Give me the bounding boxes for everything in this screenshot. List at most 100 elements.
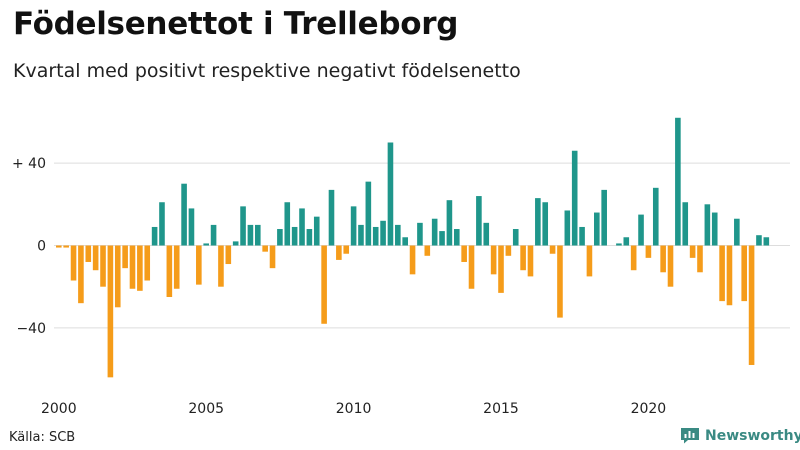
bar: [505, 245, 512, 256]
bar: [232, 241, 239, 246]
bar: [697, 245, 703, 273]
bar: [741, 245, 748, 302]
bar: [291, 226, 298, 246]
bar: [734, 218, 740, 246]
bar: [299, 208, 305, 246]
bar: [542, 202, 549, 246]
bar: [682, 202, 689, 246]
bar: [726, 245, 733, 306]
bar: [689, 245, 696, 258]
bar: [321, 245, 327, 324]
bar: [350, 206, 357, 246]
bar: [704, 204, 711, 246]
bar: [557, 245, 563, 318]
bar: [380, 220, 386, 246]
bar: [151, 226, 158, 246]
bar: [262, 245, 268, 252]
bar: [129, 245, 136, 289]
bar: [114, 245, 121, 308]
bar: [387, 142, 394, 246]
bar: [594, 212, 600, 246]
bar: [107, 245, 114, 378]
bar: [336, 245, 342, 260]
bar: [196, 245, 202, 285]
bar: [402, 237, 408, 246]
bar: [100, 245, 106, 287]
bar: [92, 245, 99, 271]
bar: [476, 196, 482, 246]
bar: [144, 245, 151, 281]
bar: [512, 229, 519, 246]
bar: [675, 117, 681, 246]
chart-subtitle: Kvartal med positivt respektive negativt…: [13, 60, 521, 82]
bar: [719, 245, 725, 302]
bar: [756, 235, 762, 246]
bar: [439, 231, 445, 246]
bar: [240, 206, 246, 246]
bar: [365, 181, 372, 246]
bar: [358, 224, 364, 246]
bar: [343, 245, 350, 254]
bar: [159, 202, 165, 246]
bar: [660, 245, 666, 273]
bar: [446, 200, 453, 246]
bar: [424, 245, 431, 256]
bar: [254, 224, 261, 246]
bar: [549, 245, 556, 254]
bar: [78, 245, 84, 304]
bar: [453, 229, 460, 246]
bars: [56, 117, 770, 378]
bar: [277, 229, 283, 246]
bar: [173, 245, 180, 289]
x-tick-label: 2010: [336, 401, 372, 417]
bar: [328, 189, 335, 246]
bar: [63, 245, 69, 248]
bar: [417, 222, 423, 246]
bar: [395, 224, 401, 246]
bar: [490, 245, 497, 275]
bar-chart-icon: [681, 428, 699, 444]
bar: [431, 218, 438, 246]
bar: [269, 245, 276, 269]
bar: [571, 150, 578, 246]
bar: [748, 245, 755, 365]
bar: [711, 212, 718, 246]
bar: [313, 216, 320, 246]
bar: [535, 198, 541, 246]
bar: [188, 208, 195, 246]
y-axis-labels: + 40 0 −40: [12, 156, 46, 337]
bar: [468, 245, 475, 289]
bar: [630, 245, 637, 271]
bar: [645, 245, 652, 258]
bar: [601, 189, 607, 246]
bar: [372, 226, 379, 246]
bar: [306, 229, 313, 246]
y-tick-label: −40: [16, 321, 46, 337]
bar: [763, 237, 770, 246]
bar: [652, 187, 659, 246]
brand-name: Newsworthy: [705, 427, 800, 444]
x-tick-label: 2005: [188, 401, 224, 417]
brand-logo: Newsworthy: [680, 427, 800, 444]
bar: [137, 245, 143, 291]
bar: [461, 245, 467, 262]
bar: [586, 245, 593, 277]
bar: [122, 245, 128, 269]
bar: [638, 214, 644, 246]
bar: [564, 210, 571, 246]
y-tick-label: + 40: [12, 156, 46, 172]
bar: [166, 245, 173, 297]
bar: [667, 245, 674, 287]
bar: [527, 245, 534, 277]
y-tick-label: 0: [37, 239, 46, 255]
x-axis-labels: 2000 2005 2010 2015 2020: [41, 401, 666, 417]
bar: [85, 245, 92, 262]
bar: [284, 202, 291, 246]
bar: [181, 183, 187, 246]
bar: [623, 237, 630, 246]
x-tick-label: 2020: [631, 401, 667, 417]
bar: [498, 245, 504, 293]
bar: [579, 226, 585, 246]
bar: [616, 243, 622, 246]
